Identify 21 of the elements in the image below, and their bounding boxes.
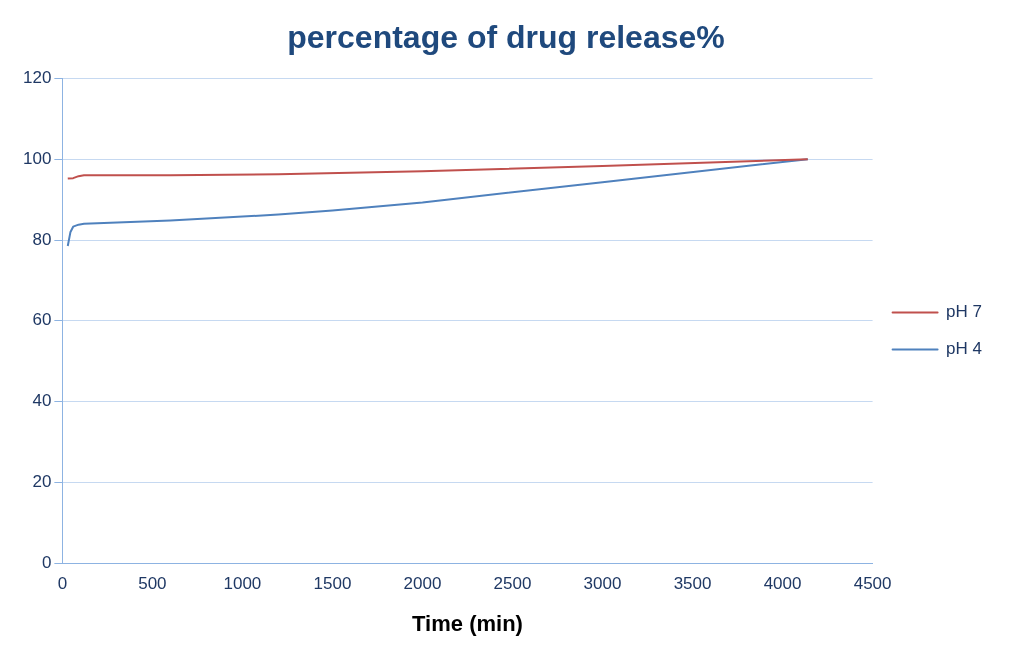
y-tick-label: 120	[22, 68, 52, 88]
x-tick-label: 4000	[763, 574, 802, 594]
y-tick-label: 100	[22, 148, 52, 168]
y-tick-label: 80	[32, 229, 52, 249]
x-tick-label: 1000	[223, 574, 262, 594]
x-tick-label: 1500	[313, 574, 352, 594]
x-tick-label: 500	[138, 574, 167, 594]
x-tick-label: 2500	[493, 574, 532, 594]
x-tick-label: 4500	[853, 574, 892, 594]
x-tick-label: 3000	[583, 574, 622, 594]
x-tick-label: 2000	[403, 574, 442, 594]
legend-label: pH 4	[946, 339, 983, 359]
x-tick-label: 0	[57, 574, 68, 594]
y-tick-label: 0	[41, 552, 52, 572]
chart-title: percentage of drug release%	[287, 19, 725, 56]
x-axis-title: Time (min)	[412, 610, 523, 636]
legend-label: pH 7	[946, 302, 983, 322]
x-tick-label: 3500	[673, 574, 712, 594]
y-tick-label: 40	[32, 391, 52, 411]
y-tick-label: 20	[32, 472, 52, 492]
y-tick-label: 60	[32, 310, 52, 330]
